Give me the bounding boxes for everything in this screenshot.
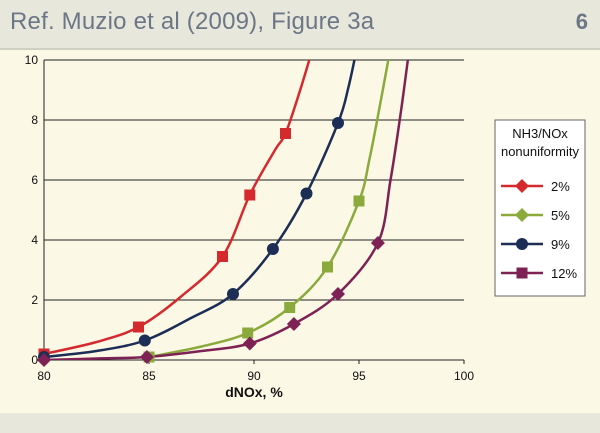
legend-marker-9pct: [516, 238, 528, 250]
page-number: 6: [575, 9, 588, 34]
data-point-9pct: [266, 243, 279, 255]
footer-band: [0, 413, 600, 433]
data-point-2pct: [217, 251, 228, 262]
header-bar: Ref. Muzio et al (2009), Figure 3a 6: [0, 0, 600, 48]
x-tick-label: 85: [142, 369, 156, 383]
y-tick-label: 2: [31, 293, 38, 307]
legend-title-line-2: nonuniformity: [501, 144, 580, 159]
series-markers: [37, 117, 385, 367]
x-tick-label: 80: [37, 369, 51, 383]
x-tick-label: 100: [454, 369, 474, 383]
legend-title-line-1: NH3/NOx: [512, 126, 568, 141]
series-line-2pct: [44, 60, 311, 356]
x-axis-label: dNOx, %: [225, 384, 283, 400]
data-point-9pct: [138, 334, 151, 347]
y-tick-label: 8: [31, 113, 38, 127]
legend: NH3/NOx nonuniformity 2% 5% 9% 12%: [494, 119, 586, 297]
data-point-2pct: [133, 321, 144, 333]
header-divider: [0, 48, 600, 50]
y-tick-label: 4: [31, 233, 38, 247]
data-point-5pct: [353, 195, 365, 207]
legend-label-5pct: 5%: [551, 208, 570, 223]
page-title: Ref. Muzio et al (2009), Figure 3a: [10, 8, 375, 35]
legend-marker-5pct: [515, 208, 529, 222]
y-tick-label: 0: [31, 353, 38, 367]
series-line-9pct: [44, 60, 356, 359]
legend-box: [494, 119, 586, 297]
data-point-12pct: [370, 236, 385, 250]
data-point-2pct: [244, 189, 256, 201]
data-point-12pct: [331, 287, 345, 301]
x-tick-label: 90: [247, 369, 261, 383]
legend-label-12pct: 12%: [551, 266, 577, 281]
data-point-5pct: [242, 327, 254, 339]
data-point-2pct: [280, 128, 291, 139]
legend-marker-12pct: [516, 267, 528, 279]
data-point-5pct: [322, 261, 333, 273]
y-tick-label: 10: [25, 53, 39, 67]
x-tick-label: 95: [352, 369, 366, 383]
data-point-5pct: [284, 302, 296, 313]
data-point-9pct: [227, 288, 239, 300]
legend-label-9pct: 9%: [551, 237, 570, 252]
data-point-12pct: [242, 336, 257, 351]
data-point-12pct: [37, 353, 51, 367]
y-tick-label: 6: [31, 173, 38, 187]
legend-label-2pct: 2%: [551, 179, 570, 194]
data-point-9pct: [300, 187, 313, 200]
data-point-12pct: [286, 317, 301, 331]
tick-labels: 0 2 4 6 8 10 80 85 90 95 100: [25, 53, 475, 383]
legend-marker-2pct: [515, 179, 529, 193]
data-point-12pct: [139, 350, 154, 364]
data-point-9pct: [332, 117, 344, 129]
